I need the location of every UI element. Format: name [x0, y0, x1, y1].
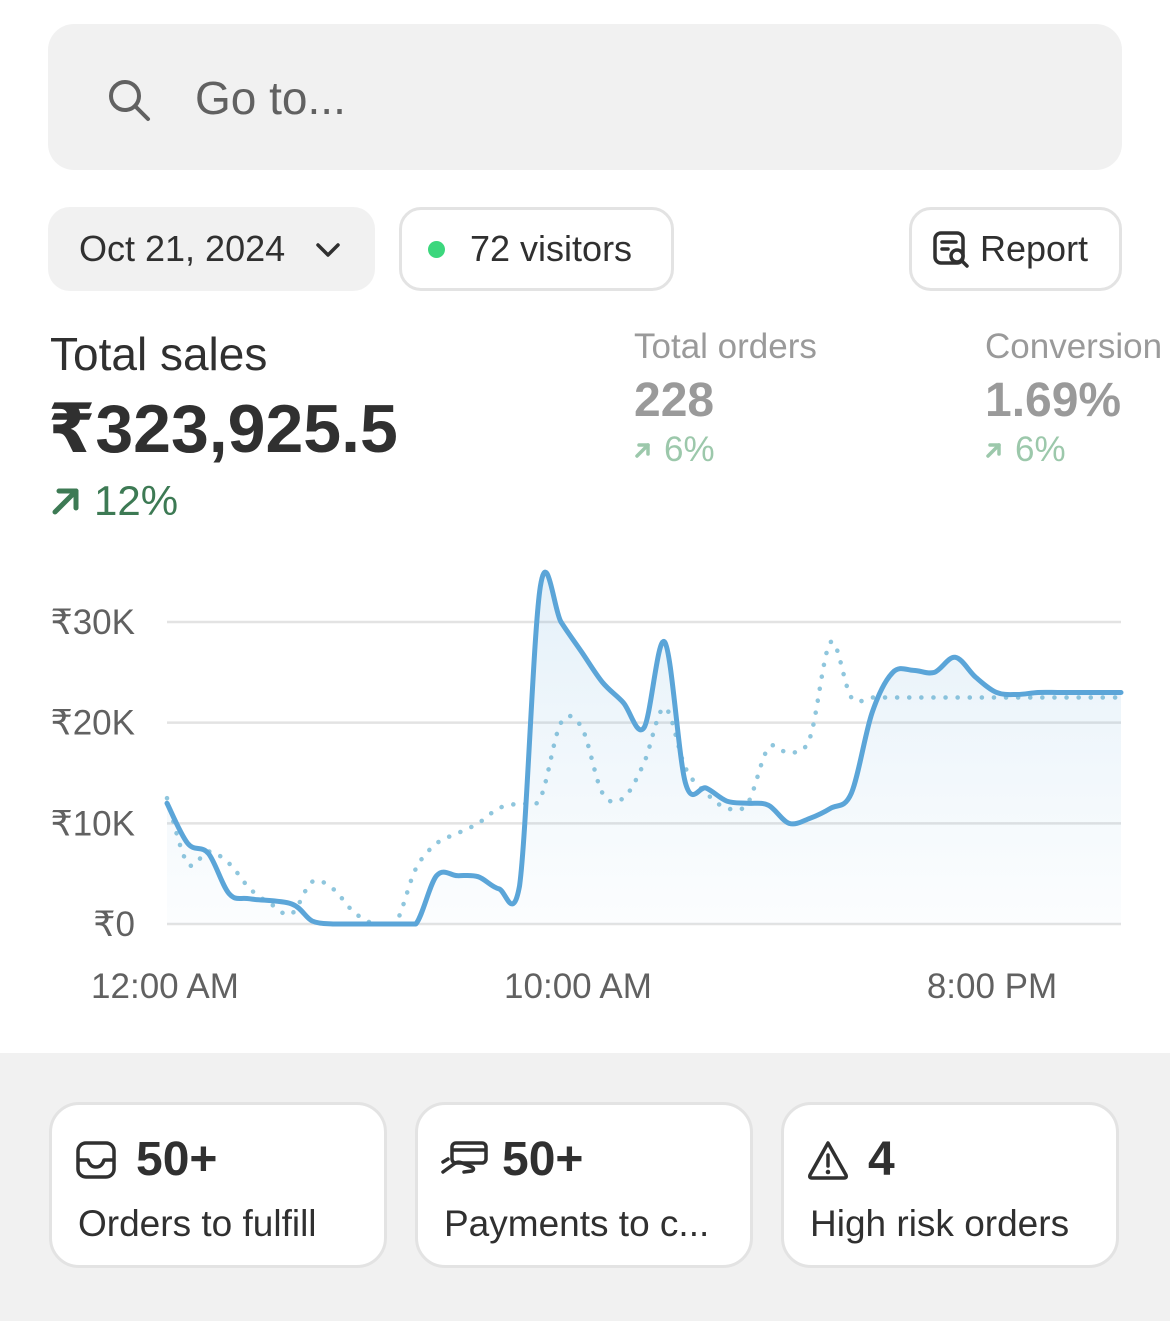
y-tick-label: ₹20K	[50, 704, 135, 743]
payments-to-capture-card[interactable]: 50+ Payments to c...	[415, 1102, 753, 1268]
date-picker-button[interactable]: Oct 21, 2024	[48, 207, 375, 291]
report-icon	[933, 231, 969, 268]
orders-to-fulfill-card[interactable]: 50+ Orders to fulfill	[49, 1102, 387, 1268]
conversion-delta-value: 6%	[1015, 430, 1066, 469]
arrow-up-right-icon	[635, 443, 650, 458]
y-tick-label: ₹30K	[50, 603, 135, 642]
inbox-icon	[76, 1141, 116, 1179]
high-risk-orders-count: 4	[868, 1133, 895, 1186]
conversion-label: Conversion	[985, 327, 1163, 366]
total-orders-delta: 6%	[634, 430, 715, 470]
payment-hand-icon	[441, 1141, 488, 1174]
payments-to-capture-count: 50+	[502, 1133, 584, 1186]
x-tick-label: 10:00 AM	[504, 967, 652, 1006]
total-sales-label: Total sales	[50, 328, 268, 380]
orders-to-fulfill-count: 50+	[136, 1133, 218, 1186]
payments-to-capture-label: Payments to c...	[444, 1203, 710, 1244]
chevron-down-icon	[316, 243, 340, 257]
high-risk-orders-label: High risk orders	[810, 1203, 1070, 1244]
y-tick-label: ₹10K	[50, 804, 135, 843]
warning-icon	[808, 1141, 848, 1180]
x-tick-label: 8:00 PM	[927, 967, 1057, 1006]
sales-chart: ₹30K ₹20K ₹10K ₹0 12:00 AM 10:00 AM 8:00 PM	[50, 569, 1124, 1006]
total-orders-delta-value: 6%	[664, 430, 715, 469]
conversion-value: 1.69%	[985, 374, 1122, 427]
x-tick-label: 12:00 AM	[91, 967, 239, 1006]
total-sales-delta-value: 12%	[94, 477, 179, 524]
conversion-delta: 6%	[985, 430, 1066, 470]
report-button[interactable]: Report	[909, 207, 1122, 291]
total-orders-value: 228	[634, 374, 715, 427]
date-label: Oct 21, 2024	[79, 228, 286, 269]
total-sales-delta: 12%	[50, 477, 178, 525]
current-day-sales-line	[164, 569, 1124, 927]
high-risk-orders-card[interactable]: 4 High risk orders	[781, 1102, 1119, 1268]
total-sales-value: ₹323,925.5	[48, 391, 398, 467]
total-orders-label: Total orders	[634, 327, 817, 366]
arrow-up-right-icon	[52, 488, 79, 515]
search-icon	[109, 80, 150, 121]
live-visitors-button[interactable]: 72 visitors	[399, 207, 674, 291]
y-tick-label: ₹0	[93, 905, 135, 944]
visitors-label: 72 visitors	[470, 228, 633, 269]
arrow-up-right-icon	[986, 443, 1001, 458]
orders-to-fulfill-label: Orders to fulfill	[78, 1203, 317, 1244]
report-label: Report	[980, 228, 1089, 269]
series-area	[167, 572, 1121, 924]
search-input[interactable]	[195, 66, 1075, 130]
live-status-dot	[428, 240, 445, 258]
